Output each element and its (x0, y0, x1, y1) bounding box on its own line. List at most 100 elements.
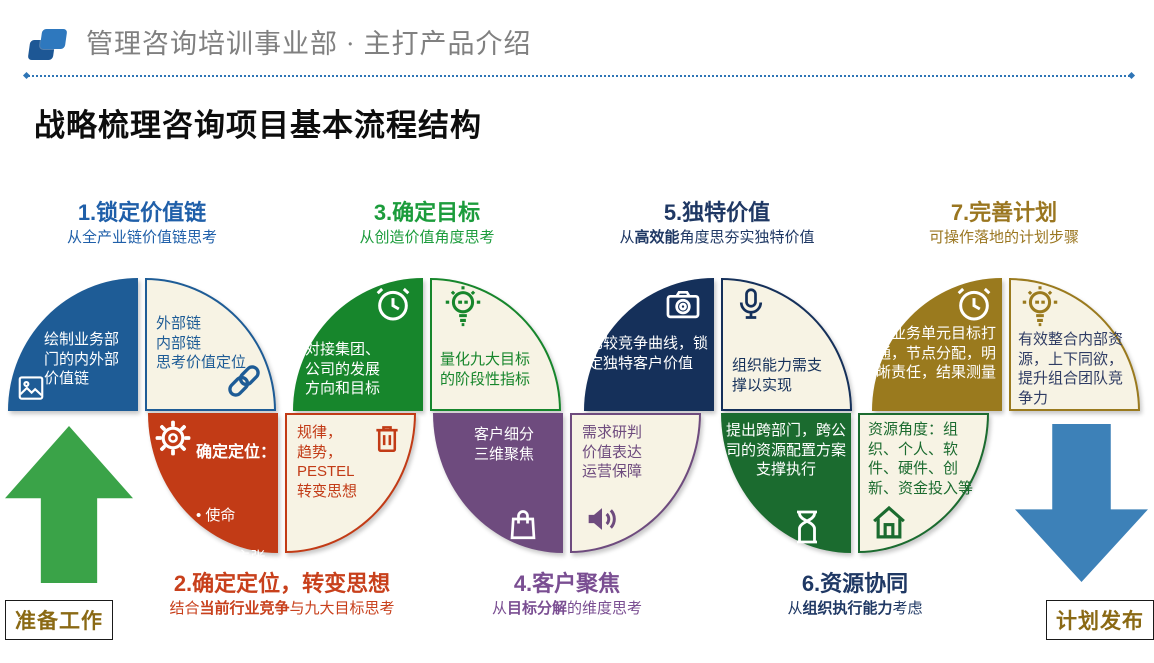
clock-icon (954, 284, 994, 324)
step-6-right-text: 资源角度：组织、个人、软件、硬件、创新、资金投入等 (868, 421, 974, 497)
trash-icon (370, 421, 404, 455)
subtitle-post: 角度思夯实独特价值 (679, 229, 815, 247)
picture-icon (16, 373, 46, 403)
step-1-title: 1.锁定价值链 (77, 200, 207, 225)
step-7-subtitle: 可操作落地的计划步骤 (862, 229, 1146, 247)
step-1-header: 1.锁定价值链 从全产业链价值链思考 (0, 200, 286, 247)
list-item: 使命 (196, 505, 278, 527)
subtitle-pre: 从全产业链价值链思考 (66, 229, 217, 247)
logo-icon (27, 26, 72, 64)
step-7-title: 7.完善计划 (950, 200, 1058, 225)
prepare-label: 准备工作 (5, 600, 113, 640)
home-icon (868, 501, 910, 543)
subtitle-pre: 从 (491, 600, 507, 618)
step-7-right-text: 有效整合内部资源，上下同欲，提升组合团队竞争力 (1018, 331, 1124, 407)
step-4-right-text: 需求研判 价值表达 运营保障 (582, 424, 643, 480)
step-2-header: 2.确定定位，转变思想 结合当前行业竞争与九大目标思考 (138, 571, 426, 618)
step-2-subtitle: 结合当前行业竞争与九大目标思考 (138, 600, 426, 618)
step-4-left-piece: 客户细分 三维聚焦 (433, 413, 563, 553)
step-5-left-text: 比较竞争曲线，锁定独特客户价值 (588, 335, 709, 372)
step-2-right-piece: 规律， 趋势， PESTEL 转变思想 (285, 413, 416, 553)
camera-icon (664, 286, 702, 324)
step-6-title: 6.资源协同 (801, 571, 909, 596)
step-2: 确定定位： 使命 价值主张 价值宣言 规律， 趋势， PESTEL 转变思想 2… (148, 413, 416, 631)
step-4-title: 4.客户聚焦 (513, 571, 621, 596)
subtitle-bold: 组织执行能力 (802, 600, 893, 618)
step-4-left-text: 客户细分 三维聚焦 (473, 426, 534, 463)
step-1-left-text: 绘制业务部门的内外部价值链 (44, 331, 120, 387)
mic-icon (733, 286, 769, 322)
step-4-header: 4.客户聚焦 从目标分解的维度思考 (423, 571, 711, 618)
step-4-right-piece: 需求研判 价值表达 运营保障 (570, 413, 701, 553)
step-6-subtitle: 从组织执行能力考虑 (711, 600, 999, 618)
step-5-title: 5.独特价值 (663, 200, 771, 225)
logo-square-light (39, 29, 68, 49)
publish-label: 计划发布 (1046, 600, 1154, 640)
step-5: 5.独特价值 从高效能角度思夯实独特价值 比较竞争曲线，锁定独特客户价值 组织能… (584, 200, 852, 412)
step-1-right-text: 外部链 内部链 思考价值定位 (156, 315, 247, 371)
bag-icon (505, 507, 541, 543)
step-5-right-piece: 组织能力需支撑以实现 (721, 278, 852, 411)
step-3-subtitle: 从创造价值角度思考 (283, 229, 571, 247)
step-2-left-body: 确定定位： 使命 价值主张 价值宣言 (196, 421, 278, 649)
clock-icon (373, 284, 413, 324)
step-2-left-piece: 确定定位： 使命 价值主张 价值宣言 (148, 413, 278, 607)
step-3-left-piece: 对接集团、公司的发展方向和目标 (293, 278, 423, 411)
step-2-left-list: 使命 价值主张 价值宣言 (196, 486, 278, 629)
step-7-left-piece: 各业务单元目标打通，节点分配，明晰责任，结果测量 (872, 278, 1002, 411)
list-item: 价值宣言 (196, 588, 278, 610)
step-7-left-text: 各业务单元目标打通，节点分配，明晰责任，结果测量 (876, 325, 997, 381)
subtitle-post: 的维度思考 (567, 600, 643, 618)
step-2-left-heading: 确定定位： (196, 443, 277, 461)
step-1: 1.锁定价值链 从全产业链价值链思考 绘制业务部门的内外部价值链 外部链 内部链… (8, 200, 276, 412)
step-7: 7.完善计划 可操作落地的计划步骤 各业务单元目标打通，节点分配，明晰责任，结果… (872, 200, 1140, 412)
subtitle-bold: 目标分解 (506, 600, 567, 618)
step-6-right-piece: 资源角度：组织、个人、软件、硬件、创新、资金投入等 (858, 413, 989, 553)
subtitle-post: 考虑 (892, 600, 923, 618)
step-1-left-piece: 绘制业务部门的内外部价值链 (8, 278, 138, 411)
subtitle-pre: 从创造价值角度思考 (359, 229, 495, 247)
gear-icon (154, 419, 192, 457)
step-6: 提出跨部门，跨公司的资源配置方案支撑执行 资源角度：组织、个人、软件、硬件、创新… (721, 413, 989, 631)
step-2-right-text: 规律， 趋势， PESTEL 转变思想 (297, 424, 358, 500)
step-7-header: 7.完善计划 可操作落地的计划步骤 (862, 200, 1146, 247)
bulb-icon (1017, 284, 1063, 330)
subtitle-bold: 高效能 (634, 229, 680, 247)
subtitle-pre: 可操作落地的计划步骤 (928, 229, 1079, 247)
step-4-subtitle: 从目标分解的维度思考 (423, 600, 711, 618)
divider-line (25, 75, 1133, 77)
step-4: 客户细分 三维聚焦 需求研判 价值表达 运营保障 4.客户聚焦 从目标分解的维度… (433, 413, 701, 631)
step-5-left-piece: 比较竞争曲线，锁定独特客户价值 (584, 278, 714, 411)
link-icon (224, 361, 264, 401)
step-2-title: 2.确定定位，转变思想 (173, 571, 391, 596)
step-5-right-text: 组织能力需支撑以实现 (732, 357, 823, 394)
step-5-subtitle: 从高效能角度思夯实独特价值 (574, 229, 860, 247)
step-3-right-piece: 量化九大目标的阶段性指标 (430, 278, 561, 411)
step-7-right-piece: 有效整合内部资源，上下同欲，提升组合团队竞争力 (1009, 278, 1140, 411)
step-3-title: 3.确定目标 (373, 200, 481, 225)
step-1-subtitle: 从全产业链价值链思考 (0, 229, 286, 247)
prepare-up-arrow (5, 426, 133, 583)
publish-down-arrow (1015, 424, 1148, 582)
step-3-header: 3.确定目标 从创造价值角度思考 (283, 200, 571, 247)
list-item: 价值主张 (196, 547, 278, 569)
subtitle-bold: 当前行业竞争 (199, 600, 290, 618)
hourglass-icon (787, 507, 827, 547)
step-5-header: 5.独特价值 从高效能角度思夯实独特价值 (574, 200, 860, 247)
header-title: 管理咨询培训事业部 · 主打产品介绍 (86, 29, 532, 59)
subtitle-pre: 从 (619, 229, 635, 247)
step-1-right-piece: 外部链 内部链 思考价值定位 (145, 278, 276, 411)
subtitle-pre: 从 (787, 600, 803, 618)
step-3-left-text: 对接集团、公司的发展方向和目标 (305, 341, 381, 397)
step-6-left-piece: 提出跨部门，跨公司的资源配置方案支撑执行 (721, 413, 851, 553)
subtitle-post: 与九大目标思考 (289, 600, 395, 618)
step-3-right-text: 量化九大目标的阶段性指标 (440, 351, 531, 388)
step-6-header: 6.资源协同 从组织执行能力考虑 (711, 571, 999, 618)
step-3: 3.确定目标 从创造价值角度思考 对接集团、公司的发展方向和目标 量化九大目标的… (293, 200, 561, 412)
speaker-icon (582, 499, 622, 539)
subtitle-pre: 结合 (169, 600, 200, 618)
bulb-icon (440, 284, 486, 330)
step-6-left-text: 提出跨部门，跨公司的资源配置方案支撑执行 (725, 422, 846, 478)
page-title: 战略梳理咨询项目基本流程结构 (34, 108, 482, 143)
